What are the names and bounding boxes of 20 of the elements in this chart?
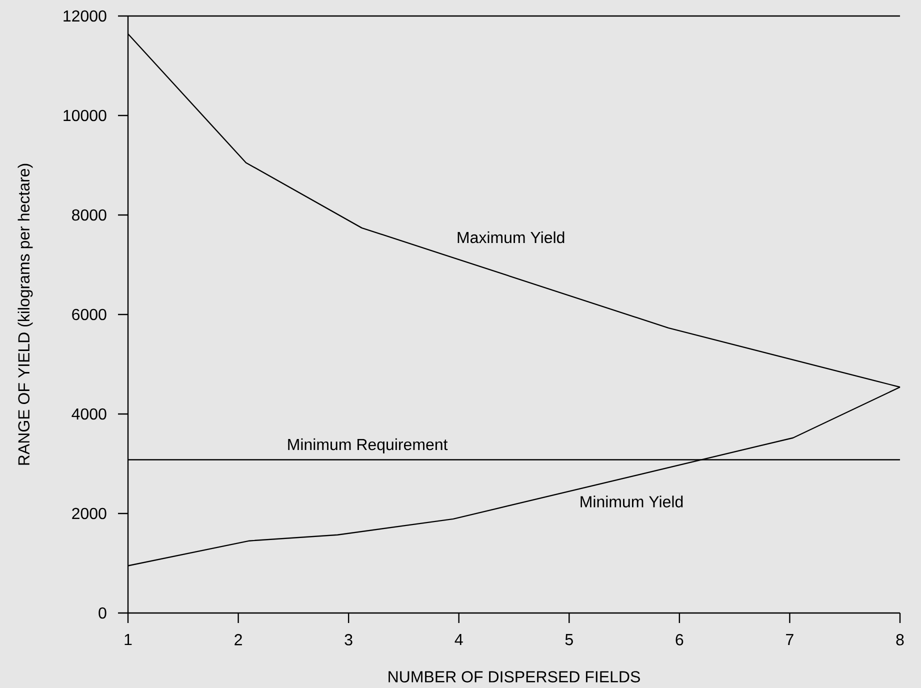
y-axis-title: RANGE OF YIELD (kilograms per hectare) xyxy=(18,164,33,465)
x-axis-title: NUMBER OF DISPERSED FIELDS xyxy=(388,671,640,682)
x-tick-label: 8 xyxy=(896,634,904,646)
series-label: Maximum Yield xyxy=(458,231,564,244)
y-tick-label: 0 xyxy=(98,607,106,619)
x-tick-label: 3 xyxy=(344,634,352,646)
x-tick-label: 4 xyxy=(454,634,463,646)
y-tick-label: 4000 xyxy=(72,408,106,420)
x-tick-label: 5 xyxy=(565,634,573,646)
y-tick-label: 10000 xyxy=(64,110,106,122)
series-label: Minimum Yield xyxy=(580,496,683,508)
y-tick-label: 12000 xyxy=(64,10,106,22)
x-tick-label: 6 xyxy=(676,634,684,646)
x-tick-label: 1 xyxy=(124,634,132,646)
y-tick-label: 6000 xyxy=(72,308,106,320)
x-tick-label: 7 xyxy=(786,634,794,646)
y-tick-label: 8000 xyxy=(72,209,106,221)
y-tick-label: 2000 xyxy=(72,508,106,520)
ref-line-label: Minimum Requirement xyxy=(288,438,448,454)
x-tick-label: 2 xyxy=(234,634,242,646)
